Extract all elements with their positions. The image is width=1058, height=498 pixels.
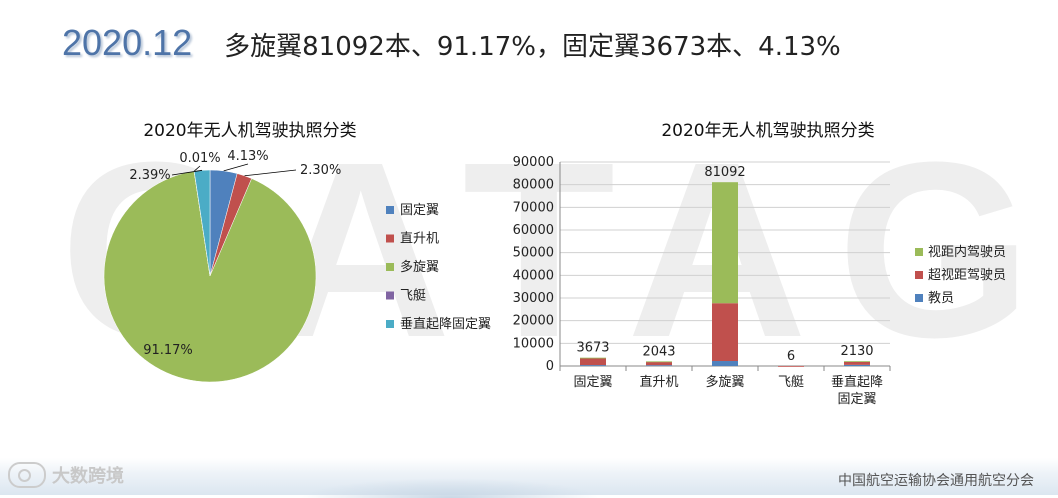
bar-legend-label-s2: 视距内驾驶员	[928, 244, 1006, 260]
bar-y-tick-label: 20000	[513, 314, 554, 329]
bar-segment-fixed-wing-s0	[580, 365, 606, 366]
bar-segment-fixed-wing-s1	[580, 358, 606, 366]
bar-y-tick-label: 50000	[513, 246, 554, 261]
bar-total-label-multirotor: 81092	[704, 165, 745, 180]
pie-legend-swatch-vtol	[386, 320, 394, 328]
bar-segment-vtol-s1	[844, 361, 870, 365]
bar-segment-helicopter-s0	[646, 365, 672, 367]
bar-total-label-airship: 6	[787, 349, 795, 364]
pie-slice-multirotor	[103, 170, 317, 383]
pie-legend-swatch-fixed-wing	[386, 206, 394, 214]
bar-segment-helicopter-s2	[646, 361, 672, 363]
bar-segment-vtol-s2	[844, 361, 870, 362]
slide-headline: 多旋翼81092本、91.17%，固定翼3673本、4.13%	[224, 32, 841, 62]
bar-x-label-airship: 飞艇	[778, 375, 804, 390]
pie-leader-helicopter	[244, 169, 297, 177]
bar-y-tick-label: 30000	[513, 291, 554, 306]
bar-y-tick-label: 70000	[513, 200, 554, 215]
bar-y-tick-label: 80000	[513, 178, 554, 193]
bar-y-tick-label: 40000	[513, 268, 554, 283]
footer-brand-text: 大数跨境	[52, 466, 124, 487]
pie-label-helicopter: 2.30%	[300, 163, 341, 178]
bar-x-label-helicopter: 直升机	[639, 375, 678, 390]
bar-segment-multirotor-s1	[712, 303, 738, 362]
bar-x-label-fixed-wing: 固定翼	[573, 375, 612, 390]
bar-legend-label-s1: 超视距驾驶员	[928, 268, 1006, 283]
bar-legend-swatch-s0	[915, 294, 923, 302]
bar-segment-multirotor-s2	[712, 182, 738, 304]
bar-total-label-helicopter: 2043	[642, 344, 675, 359]
pie-legend-label-fixed-wing: 固定翼	[400, 203, 439, 218]
bar-chart-title: 2020年无人机驾驶执照分类	[661, 121, 875, 141]
bar-segment-helicopter-s1	[646, 362, 672, 366]
pie-leader-vtol	[171, 169, 203, 176]
pie-leader-fixed-wing	[223, 163, 249, 172]
bar-legend-label-s0: 教员	[928, 290, 954, 306]
footer-org: 中国航空运输协会通用航空分会	[838, 473, 1034, 489]
bar-chart: 0 10000 20000 30000 40000 50000 60000 70000 8000…	[513, 155, 1006, 407]
bar-y-tick-label: 10000	[513, 336, 554, 351]
bar-legend-swatch-s1	[915, 271, 923, 279]
pie-label-multirotor: 91.17%	[143, 343, 193, 358]
pie-legend-label-vtol: 垂直起降固定翼	[400, 317, 491, 332]
footer-mountain	[300, 478, 600, 498]
brand-logo-icon	[8, 462, 46, 488]
slide-year: 2020.12	[62, 22, 193, 63]
footer-brand: 大数跨境	[8, 462, 124, 488]
bar-segment-multirotor-s0	[712, 361, 738, 366]
bar-y-tick-label: 0	[546, 359, 554, 374]
bar-segment-airship-s1	[778, 365, 804, 367]
pie-legend-swatch-multirotor	[386, 263, 394, 271]
bar-segment-fixed-wing-s2	[580, 357, 606, 359]
bar-total-label-fixed-wing: 3673	[576, 341, 609, 356]
bar-total-label-vtol: 2130	[840, 344, 873, 359]
bar-y-tick-label: 60000	[513, 223, 554, 238]
pie-legend-swatch-airship	[386, 291, 394, 300]
bar-x-label-multirotor: 多旋翼	[705, 374, 744, 390]
slide-header: 2020.12 多旋翼81092本、91.17%，固定翼3673本、4.13%	[62, 22, 841, 64]
pie-legend-label-multirotor: 多旋翼	[400, 259, 439, 275]
pie-label-fixed-wing: 4.13%	[227, 149, 268, 164]
bar-segment-vtol-s0	[844, 364, 870, 366]
bar-x-label-vtol: 固定翼	[837, 392, 876, 407]
pie-legend-label-airship: 飞艇	[400, 289, 426, 304]
bar-y-tick-label: 90000	[513, 155, 554, 170]
pie-chart: 4.13% 2.30% 91.17% 0.01% 2.39% 固定翼直升机多旋翼飞艇垂直起…	[103, 149, 491, 383]
pie-legend-label-helicopter: 直升机	[400, 232, 439, 247]
bar-x-label-vtol: 垂直起降	[831, 375, 883, 390]
pie-legend-swatch-helicopter	[386, 234, 394, 243]
pie-label-vtol: 2.39%	[129, 168, 170, 183]
pie-chart-title: 2020年无人机驾驶执照分类	[143, 121, 357, 141]
bar-legend-swatch-s2	[915, 248, 923, 256]
pie-label-airship: 0.01%	[179, 151, 220, 166]
pie-leader-airship	[193, 165, 201, 172]
